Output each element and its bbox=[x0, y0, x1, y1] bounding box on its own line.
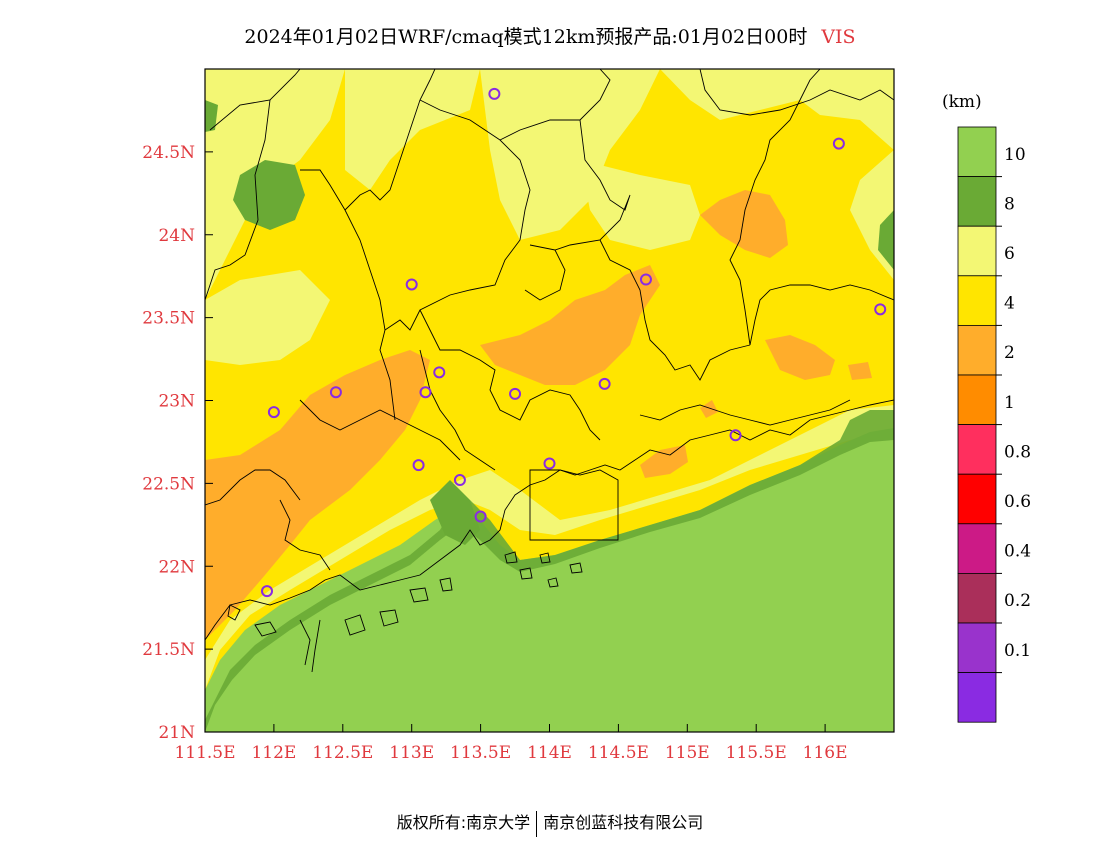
legend-label: 0.8 bbox=[1004, 442, 1031, 462]
vis-zone-2-4 bbox=[640, 445, 688, 478]
station-marker bbox=[488, 87, 501, 100]
footer-left: 版权所有:南京大学 bbox=[396, 813, 531, 832]
legend-label: 0.4 bbox=[1004, 542, 1031, 562]
legend-swatch bbox=[957, 672, 997, 723]
y-tick-label: 21N bbox=[158, 723, 195, 743]
vis-zone-6-8 bbox=[660, 69, 894, 150]
legend-swatch bbox=[957, 374, 997, 425]
legend-swatch bbox=[957, 473, 997, 525]
vis-zone-6-8 bbox=[580, 160, 700, 250]
station-markers bbox=[261, 87, 887, 598]
y-tick-label: 22.5N bbox=[142, 474, 195, 494]
legend-swatch bbox=[957, 126, 997, 177]
x-tick-label: 115.5E bbox=[726, 743, 787, 763]
x-tick-label: 115E bbox=[665, 743, 710, 763]
y-tick-label: 23.5N bbox=[142, 309, 195, 329]
station-marker bbox=[419, 386, 432, 399]
station-marker bbox=[509, 387, 522, 400]
station-marker bbox=[329, 386, 342, 399]
visibility-map bbox=[205, 69, 894, 732]
x-tick-label: 114.5E bbox=[588, 743, 649, 763]
x-tick-label: 111.5E bbox=[174, 743, 235, 763]
legend-label: 10 bbox=[1004, 145, 1026, 165]
station-marker bbox=[729, 429, 742, 442]
legend-swatch bbox=[957, 324, 997, 376]
vis-zone-2-4 bbox=[205, 350, 430, 640]
x-tick-label: 114E bbox=[527, 743, 572, 763]
copyright-footer: 版权所有:南京大学 南京创蓝科技有限公司 bbox=[0, 809, 1100, 837]
legend-label: 0.6 bbox=[1004, 492, 1031, 512]
chart-title: 2024年01月02日WRF/cmaq模式12km预报产品:01月02日00时 V… bbox=[0, 22, 1100, 49]
y-tick-label: 24.5N bbox=[142, 143, 195, 163]
title-main: 2024年01月02日WRF/cmaq模式12km预报产品:01月02日00时 bbox=[244, 26, 808, 48]
legend-swatch bbox=[957, 622, 997, 673]
coastal-band bbox=[205, 405, 894, 690]
station-marker bbox=[874, 303, 887, 316]
station-marker bbox=[453, 474, 466, 487]
station-marker bbox=[543, 457, 556, 470]
station-marker bbox=[639, 273, 652, 286]
vis-zone-2-4 bbox=[848, 362, 872, 380]
x-tick-label: 116E bbox=[803, 743, 848, 763]
station-marker bbox=[433, 366, 446, 379]
legend-label: 0.1 bbox=[1004, 641, 1031, 661]
legend-label: 4 bbox=[1004, 294, 1015, 314]
x-tick-label: 112.5E bbox=[312, 743, 373, 763]
station-marker bbox=[832, 137, 845, 150]
station-marker bbox=[598, 377, 611, 390]
vis-zone-8-10 bbox=[878, 210, 894, 270]
vis-zone-8-10 bbox=[430, 480, 480, 545]
vis-zone-6-8 bbox=[205, 69, 345, 300]
station-marker bbox=[412, 459, 425, 472]
vis-zone-8-10 bbox=[233, 160, 305, 230]
vis-zone-6-8 bbox=[480, 69, 660, 240]
vis-zone-2-4 bbox=[765, 335, 835, 380]
station-marker bbox=[267, 406, 280, 419]
station-marker bbox=[261, 585, 274, 598]
vis-zone-8-10 bbox=[205, 100, 218, 132]
legend-swatch bbox=[957, 424, 997, 475]
x-tick-label: 113E bbox=[389, 743, 434, 763]
y-tick-label: 22N bbox=[158, 557, 195, 577]
legend-unit: (km) bbox=[942, 92, 982, 112]
legend-swatch bbox=[957, 573, 997, 624]
legend-label: 6 bbox=[1004, 244, 1015, 264]
x-axis: 111.5E 112E 112.5E 113E 113.5E 114E 114.5E 115E… bbox=[174, 724, 848, 763]
footer-separator bbox=[536, 810, 538, 837]
legend-swatch bbox=[957, 275, 997, 326]
vis-zone-2-4 bbox=[480, 265, 660, 385]
station-marker bbox=[474, 510, 487, 523]
islands bbox=[227, 551, 583, 637]
coastline bbox=[205, 399, 894, 673]
legend-label: 1 bbox=[1004, 393, 1015, 413]
x-tick-label: 113.5E bbox=[450, 743, 511, 763]
y-tick-label: 21.5N bbox=[142, 640, 195, 660]
vis-zone-6-8 bbox=[345, 69, 480, 190]
legend-swatch bbox=[957, 523, 997, 574]
legend-label: 0.2 bbox=[1004, 591, 1031, 611]
legend-label: 2 bbox=[1004, 343, 1015, 363]
y-tick-label: 24N bbox=[158, 226, 195, 246]
footer-right: 南京创蓝科技有限公司 bbox=[543, 813, 704, 832]
x-tick-label: 112E bbox=[251, 743, 296, 763]
legend-swatch bbox=[957, 176, 997, 227]
legend-label: 8 bbox=[1004, 194, 1015, 214]
vis-zone-2-4 bbox=[700, 190, 788, 258]
admin-boundaries bbox=[205, 69, 894, 571]
vis-zone-6-8 bbox=[205, 270, 330, 365]
station-marker bbox=[405, 278, 418, 291]
y-axis: 21N 21.5N 22N 22.5N 23N 23.5N 24N 24.5N bbox=[142, 143, 213, 743]
y-tick-label: 23N bbox=[158, 392, 195, 412]
legend: 10 8 6 4 2 1 0.8 0.6 0.4 0.2 0.1 bbox=[957, 126, 1031, 723]
vis-zone-2-4 bbox=[700, 400, 718, 418]
title-variable: VIS bbox=[821, 26, 856, 48]
legend-swatch bbox=[957, 225, 997, 277]
